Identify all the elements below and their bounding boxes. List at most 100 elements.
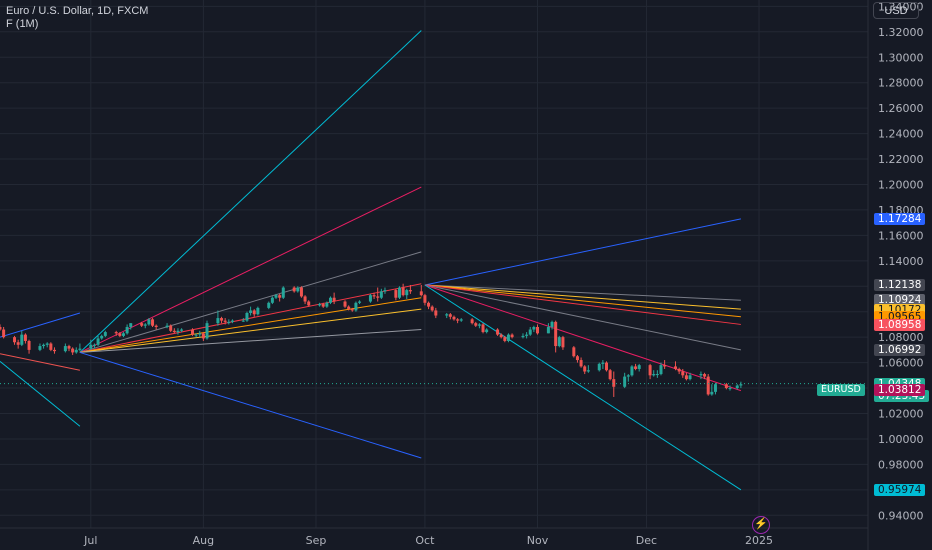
projection-lines [0, 30, 742, 491]
candle-body [307, 301, 311, 306]
y-tick-label: 1.16000 [878, 229, 924, 242]
candle-body [623, 376, 627, 387]
candle-body [118, 333, 122, 336]
projection-line [0, 353, 81, 371]
candle-body [601, 362, 605, 364]
candle-body [0, 326, 2, 330]
candle-body [223, 320, 227, 322]
candle-body [303, 296, 307, 302]
price-tag-t10: 1.03812 [874, 384, 926, 397]
candle-body [49, 343, 53, 350]
candle-body [503, 337, 507, 341]
candle-body [536, 326, 540, 334]
candle-body [452, 316, 456, 320]
candle-body [270, 297, 274, 303]
candle-body [332, 297, 336, 302]
candle-body [245, 312, 249, 321]
candle-body [165, 325, 169, 327]
candle-body [241, 320, 245, 322]
candle-body [648, 365, 652, 376]
candle-body [172, 330, 176, 333]
currency-button[interactable]: USD [873, 2, 919, 19]
candle-body [321, 304, 325, 307]
candle-body [252, 310, 256, 315]
candle-body [557, 337, 561, 347]
projection-line [424, 284, 742, 392]
candle-body [496, 329, 500, 335]
candle-body [706, 376, 710, 395]
projection-line [79, 283, 422, 353]
indicator-label[interactable]: F (1M) [6, 18, 39, 30]
price-tag-t11: 0.95974 [874, 484, 926, 497]
candle-body [419, 291, 423, 296]
y-axis-ticks: 0.940000.960000.980001.000001.020001.040… [878, 0, 924, 522]
candle-body [430, 306, 434, 311]
y-tick-label: 1.08000 [878, 331, 924, 344]
candle-body [735, 385, 739, 389]
candle-body [274, 295, 278, 298]
candle-body [383, 290, 387, 292]
candle-body [129, 323, 133, 327]
x-tick-label: Oct [415, 534, 435, 547]
candle-body [612, 379, 616, 387]
candle-body [634, 366, 638, 369]
chart-title: Euro / U.S. Dollar, 1D, FXCM [6, 5, 149, 17]
projection-line [79, 251, 422, 353]
candle-body [379, 291, 383, 298]
candle-body [699, 374, 703, 376]
price-tag-t7: 1.06992 [874, 343, 926, 356]
candle-body [143, 324, 147, 326]
candle-body [405, 290, 409, 296]
candle-body [561, 337, 565, 348]
candle-body [659, 365, 663, 375]
candle-body [103, 332, 107, 336]
candle-body [114, 332, 118, 334]
projection-line [0, 360, 81, 427]
candle-body [347, 306, 351, 310]
y-tick-label: 0.94000 [878, 509, 924, 522]
candle-body [205, 323, 209, 339]
candle-body [703, 374, 707, 377]
candle-body [546, 326, 550, 334]
symbol-label: EURUSD [817, 384, 865, 396]
candle-body [684, 375, 688, 380]
projection-line [424, 218, 741, 286]
candle-body [16, 342, 20, 345]
candle-body [499, 334, 503, 338]
candle-body [281, 287, 285, 298]
candle-body [180, 329, 184, 331]
candle-body [728, 388, 732, 390]
candle-body [325, 302, 329, 307]
x-tick-label: Dec [636, 534, 657, 547]
candle-body [67, 346, 71, 349]
candle-body [89, 344, 93, 349]
candle-body [63, 346, 67, 352]
candle-body [608, 370, 612, 380]
candle-body [688, 375, 692, 380]
candle-body [554, 321, 558, 347]
candle-body [201, 333, 205, 339]
price-tag-t1: 1.17284 [874, 213, 926, 226]
x-tick-label: Nov [527, 534, 549, 547]
price-candles [0, 283, 743, 397]
tradingview-bolt-icon[interactable]: ⚡ [752, 516, 770, 534]
candle-body [52, 349, 56, 352]
projection-line [0, 312, 81, 338]
candle-body [121, 333, 125, 336]
candle-body [96, 338, 100, 345]
y-tick-label: 1.32000 [878, 26, 924, 39]
candle-body [724, 384, 728, 389]
candle-body [674, 366, 678, 369]
y-tick-label: 0.98000 [878, 458, 924, 471]
projection-line [424, 284, 741, 318]
candle-body [456, 319, 460, 321]
candle-body [575, 356, 579, 361]
projection-line [424, 284, 742, 491]
candle-body [579, 360, 583, 367]
candle-body [151, 319, 155, 326]
candle-body [169, 325, 173, 331]
y-tick-label: 1.20000 [878, 178, 924, 191]
projection-line [424, 284, 741, 325]
candle-body [586, 370, 590, 372]
